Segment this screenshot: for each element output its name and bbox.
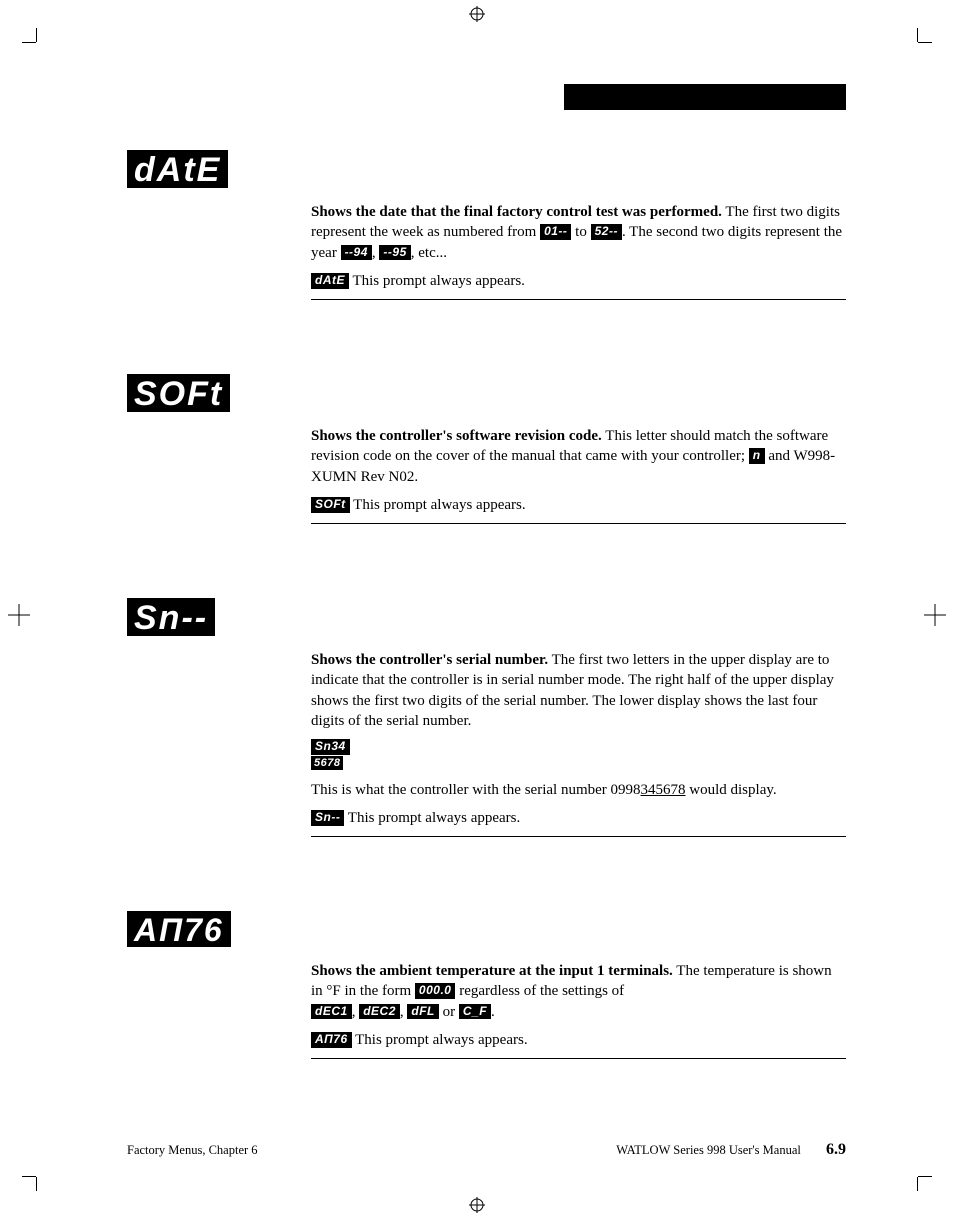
lcd-amb-inline: AΠ76 <box>311 1032 352 1048</box>
footer-right: WATLOW Series 998 User's Manual <box>616 1143 801 1157</box>
content-column: dAtE Shows the date that the final facto… <box>127 150 846 1059</box>
section-date: dAtE Shows the date that the final facto… <box>127 150 846 300</box>
date-paragraph: Shows the date that the final factory co… <box>311 202 846 263</box>
date-appears: dAtE This prompt always appears. <box>311 271 846 291</box>
lcd-sn-inline: Sn-- <box>311 810 344 826</box>
corner-tick <box>917 1177 918 1191</box>
section-rule <box>311 523 846 524</box>
lcd-rev: n <box>749 448 765 464</box>
lcd-dec2: dEC2 <box>359 1004 400 1020</box>
section-soft-body: Shows the controller's software revision… <box>311 426 846 524</box>
lcd-sn-upper: Sn34 <box>311 739 350 755</box>
amb-period: . <box>491 1004 495 1020</box>
soft-appears-text: This prompt always appears. <box>350 497 526 513</box>
reg-mark-left <box>8 604 30 626</box>
section-date-body: Shows the date that the final factory co… <box>311 202 846 300</box>
section-sn-body: Shows the controller's serial number. Th… <box>311 650 846 837</box>
crop-mark-top <box>469 6 485 22</box>
section-rule <box>311 1058 846 1059</box>
date-appears-text: This prompt always appears. <box>349 273 525 289</box>
amb-bold: Shows the ambient temperature at the inp… <box>311 963 673 979</box>
amb-paragraph: Shows the ambient temperature at the inp… <box>311 961 846 1022</box>
corner-tick <box>36 28 37 42</box>
reg-mark-right <box>924 604 946 626</box>
soft-paragraph: Shows the controller's software revision… <box>311 426 846 487</box>
sn-paragraph: Shows the controller's serial number. Th… <box>311 650 846 731</box>
lcd-week-to: 52-- <box>591 224 622 240</box>
lcd-year-a: --94 <box>341 245 372 261</box>
sn-appears: Sn-- This prompt always appears. <box>311 808 846 828</box>
amb-or: or <box>439 1004 459 1020</box>
lcd-sn-lower: 5678 <box>311 756 343 771</box>
soft-appears: SOFt This prompt always appears. <box>311 495 846 515</box>
page: dAtE Shows the date that the final facto… <box>0 0 954 1219</box>
footer-right-wrap: WATLOW Series 998 User's Manual 6.9 <box>616 1139 846 1161</box>
soft-bold: Shows the controller's software revision… <box>311 428 602 444</box>
amb-text-2: regardless of the settings of <box>455 983 624 999</box>
section-sn: Sn-- Shows the controller's serial numbe… <box>127 598 846 837</box>
corner-tick <box>22 1176 36 1177</box>
lcd-soft-inline: SOFt <box>311 497 350 513</box>
section-soft: SOFt Shows the controller's software rev… <box>127 374 846 524</box>
corner-tick <box>22 42 36 43</box>
section-rule <box>311 299 846 300</box>
lcd-week-from: 01-- <box>540 224 571 240</box>
date-etc: , etc... <box>411 245 447 261</box>
lcd-date-inline: dAtE <box>311 273 349 289</box>
crop-mark-bottom <box>469 1197 485 1213</box>
corner-tick <box>917 28 918 42</box>
sn-example-stack: Sn34 5678 <box>311 739 846 772</box>
lcd-year-b: --95 <box>379 245 410 261</box>
section-amb-body: Shows the ambient temperature at the inp… <box>311 961 846 1059</box>
sn-appears-text: This prompt always appears. <box>344 810 520 826</box>
date-bold: Shows the date that the final factory co… <box>311 204 722 220</box>
sn-ex-1: This is what the controller with the ser… <box>311 782 641 798</box>
section-amb: AΠ76 Shows the ambient temperature at th… <box>127 911 846 1059</box>
header-bar <box>564 84 846 110</box>
amb-sep1: , <box>352 1004 360 1020</box>
corner-tick <box>36 1177 37 1191</box>
lcd-heading-soft: SOFt <box>127 374 230 412</box>
section-rule <box>311 836 846 837</box>
lcd-dec1: dEC1 <box>311 1004 352 1020</box>
sn-example-text: This is what the controller with the ser… <box>311 780 846 800</box>
sn-ex-under: 345678 <box>641 782 686 798</box>
date-to: to <box>571 224 590 240</box>
lcd-cf: C_F <box>459 1004 491 1020</box>
amb-appears-text: This prompt always appears. <box>352 1032 528 1048</box>
footer-left: Factory Menus, Chapter 6 <box>127 1142 258 1159</box>
page-footer: Factory Menus, Chapter 6 WATLOW Series 9… <box>127 1139 846 1161</box>
lcd-heading-amb: AΠ76 <box>127 911 231 947</box>
corner-tick <box>918 42 932 43</box>
amb-appears: AΠ76 This prompt always appears. <box>311 1030 846 1050</box>
date-comma: , <box>372 245 380 261</box>
lcd-dfl: dFL <box>407 1004 439 1020</box>
sn-bold: Shows the controller's serial number. <box>311 652 548 668</box>
sn-ex-2: would display. <box>686 782 777 798</box>
corner-tick <box>918 1176 932 1177</box>
lcd-heading-sn: Sn-- <box>127 598 215 636</box>
lcd-form: 000.0 <box>415 983 456 999</box>
lcd-heading-date: dAtE <box>127 150 228 188</box>
footer-page-number: 6.9 <box>826 1141 846 1158</box>
amb-sep2: , <box>400 1004 408 1020</box>
